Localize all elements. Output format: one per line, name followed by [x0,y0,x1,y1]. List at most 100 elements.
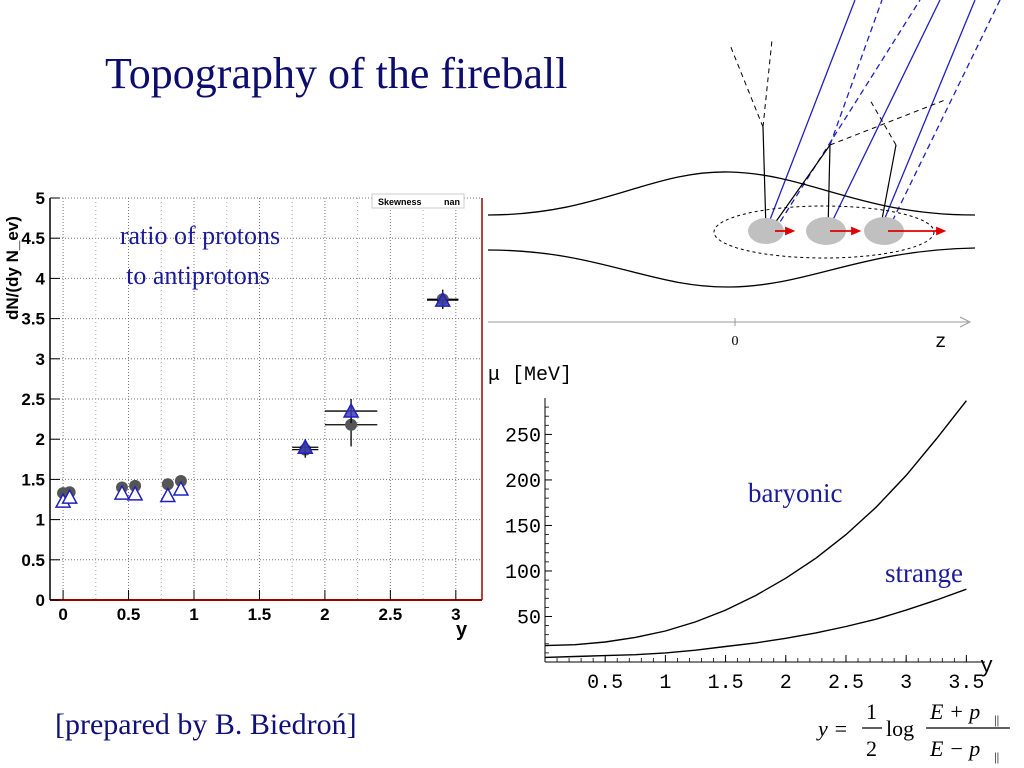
ratio-plot-x-label: y [456,619,468,641]
ratio-x-tick-label: 0 [58,605,67,624]
formula-log: log [886,716,914,741]
mu-x-tick-label: 3 [900,672,912,695]
velocity-arrowhead-3 [936,226,947,236]
mu-y-tick-label: 200 [505,471,541,494]
ratio-plot-y-label: dN/(dy N_ev) [3,216,22,320]
track-black-dashed-a [729,44,764,128]
ratio-y-tick-label: 2.5 [21,390,45,409]
ratio-point-circle [161,478,174,491]
stats-box [371,193,465,209]
formula-frac-num-sub: || [994,712,999,727]
ratio-point-triangle [126,485,144,501]
z-axis-label: z [935,331,946,353]
z-axis-arrowhead [959,316,972,328]
fireball-region [713,205,935,259]
mu-plot-ticks: 50 100 150 200 250 0.5 1 1.5 2 2.5 3 3.5 [505,406,984,695]
mu-line-strange [544,588,967,659]
track-blue-dashed-3 [887,0,1001,231]
velocity-arrowhead-1 [785,226,796,236]
mu-x-tick-label: 0.5 [587,672,623,695]
formula-half-den: 2 [866,736,877,761]
mu-y-tick-label: 100 [505,562,541,585]
ratio-x-tick-label: 0.5 [117,605,141,624]
mu-y-tick-label: 250 [505,425,541,448]
ratio-x-tick-label: 2.5 [379,605,403,624]
ratio-plot-ticks: 0 0.5 1 1.5 2 2.5 3 3.5 4 4.5 5 0 0.5 1 1.5 2 2.5 3 [21,189,460,624]
formula-lhs: y = [816,716,848,741]
ratio-point-triangle [342,402,360,418]
ratio-y-tick-label: 0.5 [21,551,45,570]
series-label-baryonic: baryonic [748,478,842,508]
ratio-x-tick-label: 1.5 [248,605,272,624]
mu-y-tick-label: 150 [505,516,541,539]
ratio-y-tick-label: 3 [36,350,45,369]
mu-x-tick-label: 1 [659,672,671,695]
particle-tracks [729,0,1001,231]
ratio-point-triangle [113,484,131,500]
formula-frac-den: E − p [929,736,980,761]
track-black-2 [827,144,831,231]
ratio-y-tick-label: 1 [36,511,45,530]
track-black-dashed-b [762,39,773,128]
ratio-y-tick-label: 3.5 [21,310,45,329]
mu-plot-y-label: μ [MeV] [488,364,572,387]
track-blue-dashed-2 [829,0,883,146]
ratio-point-circle [345,418,358,431]
page-title: Topography of the fireball [105,49,568,98]
mu-plot-lines [544,400,967,659]
mu-x-tick-label: 2.5 [828,672,864,695]
mu-x-tick-label: 2 [780,672,792,695]
ratio-point-triangle [297,438,314,454]
ratio-plot-background [50,198,482,602]
ratio-annotation-line1: ratio of protons [120,221,280,250]
fireball-diagram: 0 z [487,0,1001,353]
fireball-lower-boundary [487,247,976,288]
stats-box-label: Skewness [378,197,422,207]
ratio-plot-grid [50,197,482,600]
ratio-y-tick-label: 0 [36,591,45,610]
fireball-upper-boundary [487,171,976,216]
ratio-annotation-line2: to antiprotons [126,261,270,290]
mu-x-tick-label: 3.5 [948,672,984,695]
mu-x-tick-label: 1.5 [708,672,744,695]
ratio-point-triangle [61,488,78,504]
velocity-arrowhead-2 [851,226,862,236]
stats-box-value: nan [444,197,460,207]
z-axis-zero-label: 0 [732,334,739,349]
ratio-x-tick-label: 3 [451,605,460,624]
ratio-y-tick-label: 2 [36,430,45,449]
ratio-x-tick-label: 2 [320,605,329,624]
track-black-4 [879,144,897,231]
track-black-1 [762,126,767,231]
ratio-plot-data [54,289,459,508]
source-blob-3 [864,217,904,245]
ratio-y-tick-label: 4 [36,269,46,288]
series-label-strange: strange [885,558,963,588]
source-blob-1 [748,218,784,244]
ratio-point-triangle [159,486,177,503]
formula-frac-num: E + p [929,699,980,724]
track-blue-3 [879,0,976,231]
formula-half-num: 1 [866,699,877,724]
velocity-arrows [775,226,947,236]
mu-line-baryonic [544,400,967,647]
ratio-y-tick-label: 1.5 [21,470,45,489]
track-blue-dashed-1 [774,0,921,231]
rapidity-formula: y = 1 2 log E + p || E − p || [816,699,1010,764]
source-blob-2 [806,217,846,245]
ratio-plot: 0 0.5 1 1.5 2 2.5 3 3.5 4 4.5 5 0 0.5 1 1.5 2 2.5 3 Skewn… [3,189,483,641]
ratio-x-tick-label: 1 [189,605,198,624]
track-black-dashed-c [829,99,946,146]
formula-frac-den-sub: || [994,749,999,764]
credit-text: [prepared by B. Biedroń] [55,708,357,741]
track-blue-2 [827,0,941,231]
ratio-y-tick-label: 4.5 [21,229,45,248]
ratio-point-triangle [172,480,190,496]
mu-y-tick-label: 50 [517,607,541,630]
ratio-point-triangle [434,291,451,307]
track-black-3 [769,144,831,231]
ratio-y-tick-label: 5 [36,189,45,208]
track-black-dashed-d [869,99,897,146]
